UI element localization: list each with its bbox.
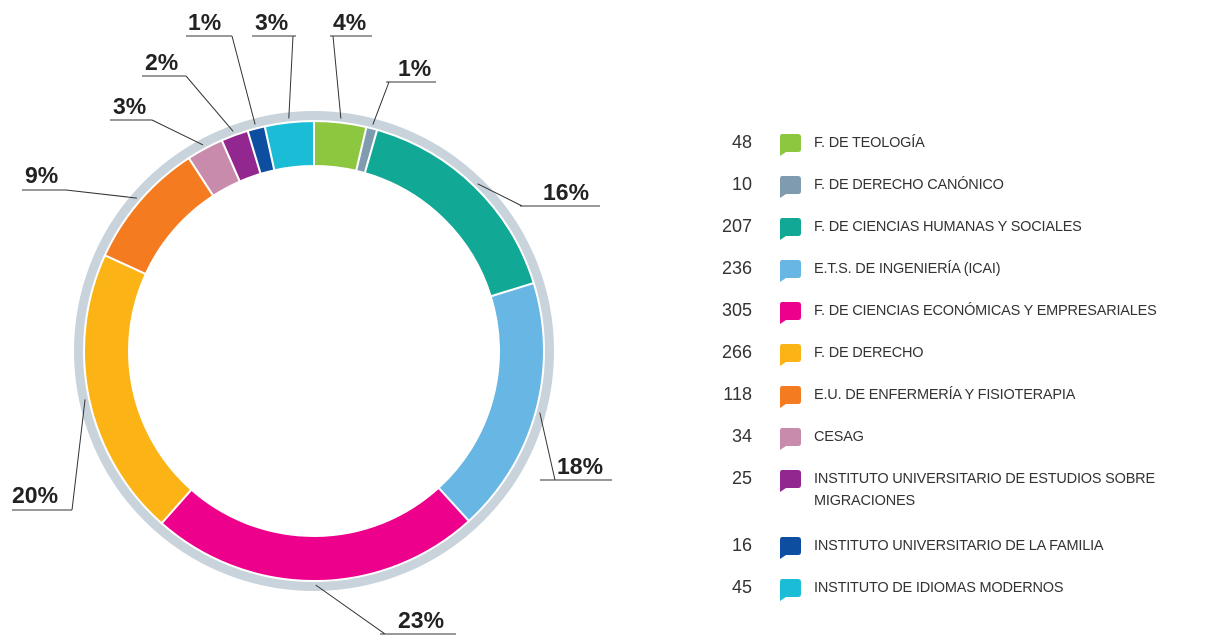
legend-item: 266 F. DE DERECHO bbox=[700, 342, 1214, 367]
legend-swatch-shape bbox=[780, 386, 801, 408]
donut-slice bbox=[83, 253, 193, 525]
legend-swatch-shape bbox=[780, 134, 801, 156]
percent-label: 3% bbox=[113, 93, 146, 119]
legend-value: 118 bbox=[723, 384, 752, 404]
legend-value: 236 bbox=[721, 258, 752, 278]
leader-line bbox=[12, 399, 86, 511]
legend-item: 48 F. DE TEOLOGÍA bbox=[700, 132, 1214, 157]
legend-swatch-shape bbox=[780, 218, 801, 240]
legend-swatch-shape bbox=[780, 176, 801, 198]
legend-swatch-shape bbox=[780, 260, 801, 282]
legend-label: CESAG bbox=[814, 429, 864, 445]
percent-label: 18% bbox=[557, 453, 603, 479]
leader-line bbox=[372, 81, 436, 125]
legend-value: 45 bbox=[731, 577, 752, 597]
legend-swatch bbox=[780, 176, 801, 198]
legend-item: 45 INSTITUTO DE IDIOMAS MODERNOS bbox=[700, 577, 1214, 602]
legend-swatch bbox=[780, 218, 801, 240]
legend-value: 34 bbox=[731, 426, 752, 446]
legend-item: 118 E.U. DE ENFERMERÍA Y FISIOTERAPIA bbox=[700, 384, 1214, 409]
percent-label: 20% bbox=[12, 482, 58, 508]
legend-item: 34 CESAG bbox=[700, 426, 1214, 451]
legend-label: E.T.S. DE INGENIERÍA (ICAI) bbox=[814, 261, 1001, 277]
legend-label: F. DE CIENCIAS ECONÓMICAS Y EMPRESARIALE… bbox=[814, 303, 1157, 319]
donut-slice bbox=[437, 281, 545, 523]
legend-swatch bbox=[780, 470, 801, 492]
percent-label: 1% bbox=[398, 55, 431, 81]
legend-item: 16 INSTITUTO UNIVERSITARIO DE LA FAMILIA bbox=[700, 535, 1214, 560]
percent-label: 3% bbox=[255, 9, 288, 35]
leader-line bbox=[477, 183, 600, 207]
legend-value: 305 bbox=[721, 300, 752, 320]
legend-item: 236 E.T.S. DE INGENIERÍA (ICAI) bbox=[700, 258, 1214, 283]
legend-swatch bbox=[780, 386, 801, 408]
legend-item: 207 F. DE CIENCIAS HUMANAS Y SOCIALES bbox=[700, 216, 1214, 241]
legend-label: E.U. DE ENFERMERÍA Y FISIOTERAPIA bbox=[814, 387, 1076, 403]
legend-label: F. DE CIENCIAS HUMANAS Y SOCIALES bbox=[814, 219, 1082, 235]
legend-item: 25 INSTITUTO UNIVERSITARIO DE ESTUDIOS SO… bbox=[700, 468, 1214, 512]
legend-swatch-shape bbox=[780, 428, 801, 450]
legend-value: 48 bbox=[731, 132, 752, 152]
legend-swatch-shape bbox=[780, 344, 801, 366]
legend-value: 16 bbox=[731, 535, 752, 555]
percent-label: 4% bbox=[333, 9, 366, 35]
legend-value: 266 bbox=[721, 342, 752, 362]
legend-swatch bbox=[780, 579, 801, 601]
leader-line bbox=[315, 584, 456, 635]
legend-value: 10 bbox=[731, 174, 752, 194]
legend-label: F. DE DERECHO CANÓNICO bbox=[814, 177, 1004, 193]
legend-label: INSTITUTO DE IDIOMAS MODERNOS bbox=[814, 580, 1064, 596]
legend-swatch bbox=[780, 134, 801, 156]
percent-label: 9% bbox=[25, 162, 58, 188]
legend-value: 25 bbox=[731, 468, 752, 488]
legend-label: INSTITUTO UNIVERSITARIO DE LA FAMILIA bbox=[814, 538, 1104, 554]
legend-label: F. DE DERECHO bbox=[814, 345, 924, 361]
leader-line bbox=[330, 35, 372, 119]
legend-item: 305 F. DE CIENCIAS ECONÓMICAS Y EMPRESARI… bbox=[700, 300, 1214, 325]
legend-swatch bbox=[780, 428, 801, 450]
chart: 4% 1% 16% 18% 23% 20% 9% 3% 2% 1% 3% bbox=[12, 9, 612, 635]
leader-line bbox=[539, 412, 612, 481]
donut-slice bbox=[160, 486, 471, 582]
donut-slice bbox=[263, 119, 315, 172]
leader-line bbox=[186, 35, 256, 125]
legend-label: F. DE TEOLOGÍA bbox=[814, 135, 925, 151]
legend-swatch-shape bbox=[780, 579, 801, 601]
legend-swatch-shape bbox=[780, 537, 801, 559]
leader-line bbox=[22, 189, 137, 199]
legend-swatch bbox=[780, 344, 801, 366]
leader-line bbox=[252, 35, 296, 119]
legend-label: INSTITUTO UNIVERSITARIO DE ESTUDIOS SOBR… bbox=[814, 471, 1155, 509]
legend-item: 10 F. DE DERECHO CANÓNICO bbox=[700, 174, 1214, 199]
percent-label: 1% bbox=[188, 9, 221, 35]
legend-swatch-shape bbox=[780, 302, 801, 324]
legend-swatch bbox=[780, 260, 801, 282]
ring-background bbox=[74, 111, 554, 591]
percent-label: 16% bbox=[543, 179, 589, 205]
leader-line bbox=[110, 119, 204, 146]
percent-label: 23% bbox=[398, 607, 444, 633]
legend-swatch-shape bbox=[780, 470, 801, 492]
legend-swatch bbox=[780, 537, 801, 559]
legend-value: 207 bbox=[721, 216, 752, 236]
leader-line bbox=[142, 75, 234, 132]
legend-swatch bbox=[780, 302, 801, 324]
percent-label: 2% bbox=[145, 49, 178, 75]
